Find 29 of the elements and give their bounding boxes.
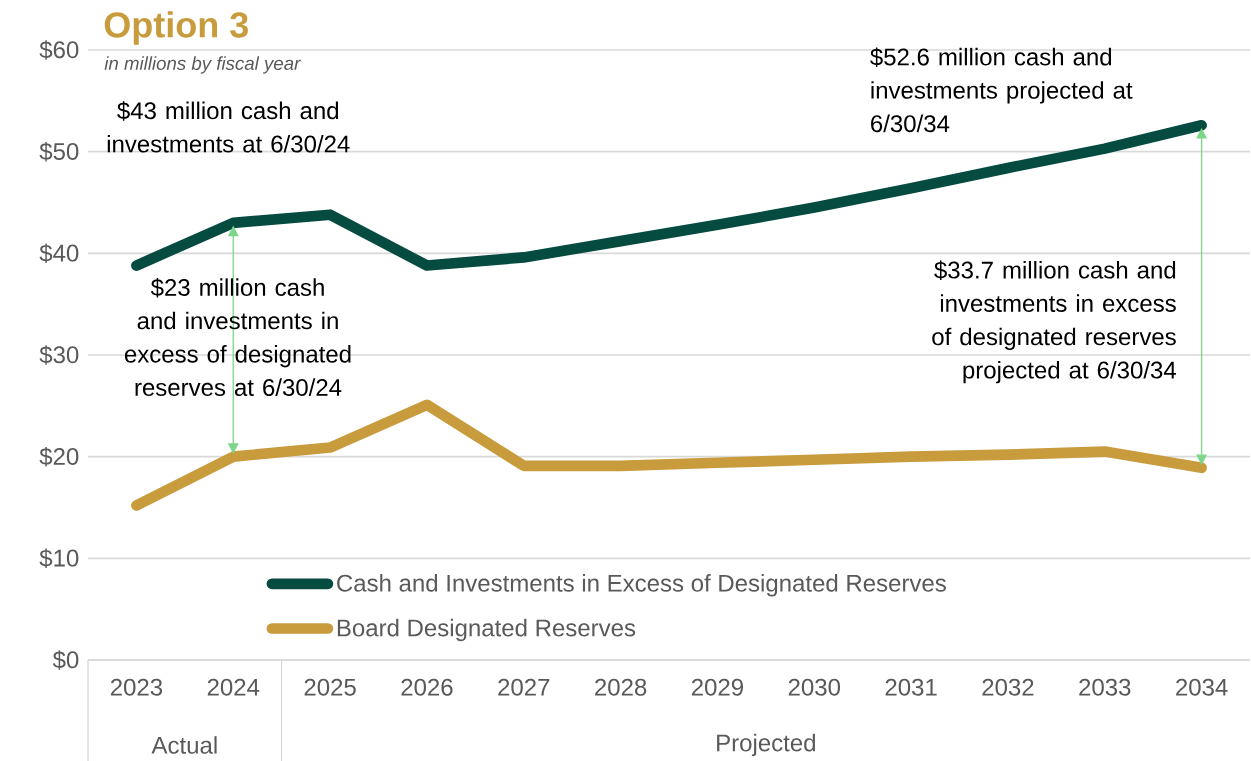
y-tick-label: $50 — [39, 141, 79, 162]
x-tick-label: 2027 — [498, 678, 550, 696]
annotation: $33.7 million cash and investments in excess of designated reserves projected at 6/30/34 — [932, 260, 1177, 384]
x-tick-label: 2025 — [304, 678, 356, 696]
chart-title: Option 3 — [104, 11, 248, 45]
y-tick-label: $20 — [39, 446, 79, 467]
x-tick-label: 2033 — [1079, 678, 1131, 696]
text: Projected — [717, 733, 815, 757]
annotation: $43 million cash and investments at 6/30/24 — [107, 101, 350, 153]
x-tick-label: 2032 — [982, 678, 1034, 696]
text: Actual — [151, 736, 217, 754]
x-tick-label: 2029 — [691, 678, 743, 696]
y-tick-label: $30 — [39, 345, 79, 365]
x-tick-label: 2023 — [110, 678, 163, 696]
x-tick-label: 2028 — [595, 678, 647, 696]
y-tick-label: $60 — [39, 40, 79, 60]
legend-label: Cash and Investments in Excess of Designated Reserves — [337, 574, 946, 597]
annotation: $52.6 million cash and investments projected at 6/30/34 — [870, 47, 1133, 133]
chart-subtitle: in millions by fiscal year — [104, 56, 301, 74]
x-tick-label: 2024 — [207, 678, 260, 696]
y-tick-label: $40 — [39, 243, 79, 264]
x-tick-label: 2030 — [788, 678, 841, 696]
annotation: $23 million cash and investments in excess of designated reserves at 6/30/24 — [124, 277, 351, 396]
y-tick-label: $10 — [39, 548, 79, 569]
legend-label: Board Designated Reserves — [337, 618, 636, 642]
x-tick-label: 2031 — [885, 678, 937, 696]
y-tick-label: $0 — [52, 650, 79, 670]
x-tick-label: 2026 — [401, 678, 453, 696]
x-tick-label: 2034 — [1176, 678, 1228, 696]
